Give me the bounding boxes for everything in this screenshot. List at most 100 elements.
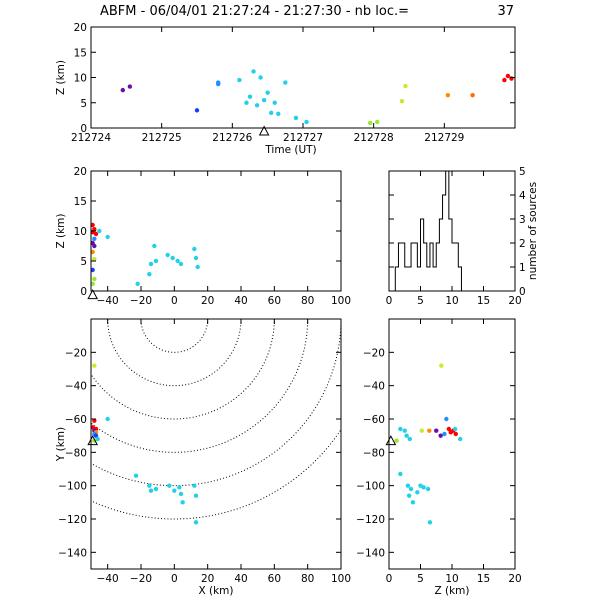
- y-tick-label: −80: [65, 447, 87, 459]
- source-point: [175, 258, 180, 264]
- x-tick-label: 20: [508, 295, 521, 307]
- source-point: [90, 281, 95, 286]
- source-point: [406, 493, 412, 498]
- source-point: [457, 436, 463, 442]
- x-tick-label: −20: [130, 573, 152, 585]
- source-point: [192, 483, 197, 488]
- source-point: [244, 100, 249, 105]
- source-point: [439, 363, 444, 368]
- source-point: [505, 73, 511, 79]
- station-marker: [258, 125, 270, 136]
- source-point: [247, 94, 253, 99]
- x-tick-label: 0: [171, 295, 178, 307]
- source-point: [178, 491, 184, 497]
- source-point: [407, 436, 412, 442]
- source-point: [167, 483, 172, 488]
- y-tick-label: −140: [356, 547, 385, 559]
- source-point: [148, 261, 154, 267]
- source-point: [92, 257, 97, 262]
- x-tick-label: 5: [417, 573, 424, 585]
- source-point: [442, 431, 447, 437]
- y-tick-label: 1: [519, 262, 526, 274]
- source-point: [148, 488, 154, 493]
- x-tick-label: −40: [97, 573, 119, 585]
- x-tick-label: 20: [201, 295, 214, 307]
- y-tick-label: −20: [363, 347, 385, 359]
- x-tick-label: 212728: [354, 132, 394, 144]
- source-point: [509, 76, 514, 81]
- y-tick-label: 4: [519, 190, 526, 202]
- y-tick-label: −120: [58, 514, 87, 526]
- source-point: [147, 483, 152, 488]
- zy-projection-panel: 0 5 10 15 20 −140 −120 −100 −80 −60 −40 −20 Z (km): [356, 318, 522, 597]
- source-point: [283, 80, 288, 85]
- source-point: [258, 75, 263, 80]
- y-tick-label: 2: [519, 238, 526, 250]
- source-point: [470, 92, 475, 98]
- source-point: [410, 500, 416, 505]
- x-tick-label: 40: [234, 573, 247, 585]
- y-tick-label: 5: [80, 256, 87, 268]
- y-tick-label: 15: [74, 47, 87, 59]
- x-tick-label: 0: [171, 573, 178, 585]
- source-point: [92, 236, 97, 241]
- y-tick-label: −100: [58, 481, 87, 493]
- source-point: [444, 416, 449, 422]
- y-tick-label: 10: [74, 73, 87, 85]
- source-point: [177, 485, 182, 490]
- xz-projection-panel: −40 −20 0 20 40 60 80 100 0 5 10 15 20 Z (km): [55, 166, 351, 307]
- x-tick-label: 15: [477, 573, 490, 585]
- x-tick-label: −40: [97, 295, 119, 307]
- source-point: [398, 426, 403, 432]
- source-point: [265, 90, 270, 95]
- source-point: [147, 272, 152, 277]
- source-point: [170, 255, 175, 261]
- x-tick-label: 5: [417, 295, 424, 307]
- source-point: [421, 485, 426, 490]
- source-point: [152, 243, 157, 249]
- source-point: [93, 231, 99, 237]
- y-axis-label: Z (km): [55, 60, 67, 95]
- y-tick-label: 5: [80, 98, 87, 110]
- x-axis-label: Z (km): [434, 585, 469, 597]
- source-point: [172, 488, 177, 493]
- y-tick-label: 20: [74, 166, 87, 178]
- source-point: [394, 438, 399, 443]
- y-tick-label: 5: [519, 166, 526, 178]
- source-point: [105, 234, 110, 240]
- y-tick-label: −80: [363, 447, 385, 459]
- source-point: [194, 108, 200, 113]
- source-point: [165, 252, 170, 258]
- source-point: [446, 426, 452, 432]
- station-marker: [87, 289, 98, 300]
- source-point: [404, 433, 409, 438]
- source-point: [97, 228, 102, 234]
- y-axis-label: number of sources: [527, 182, 539, 280]
- source-point: [90, 222, 95, 228]
- x-tick-label: 10: [445, 295, 458, 307]
- source-point: [453, 431, 458, 437]
- source-point: [133, 473, 139, 478]
- x-tick-label: 100: [331, 295, 351, 307]
- source-point: [90, 249, 95, 255]
- plot-frame: [90, 318, 342, 570]
- source-point: [402, 428, 407, 433]
- range-ring: [91, 428, 341, 520]
- source-point: [193, 520, 199, 525]
- source-point: [403, 83, 408, 89]
- source-point: [427, 428, 432, 433]
- histogram-step-line: [394, 170, 462, 291]
- source-point: [438, 433, 443, 438]
- station-marker: [87, 435, 98, 446]
- source-point: [93, 433, 99, 438]
- source-point: [92, 276, 97, 282]
- x-tick-label: −20: [130, 295, 152, 307]
- time-height-panel: 212724 212725 212726 212727 212728 212729 0 5 10…: [55, 22, 516, 156]
- x-tick-label: 212725: [142, 132, 182, 144]
- x-tick-label: 60: [268, 295, 281, 307]
- source-point: [405, 483, 411, 488]
- source-point: [90, 425, 95, 430]
- source-point: [193, 493, 199, 498]
- source-point: [92, 363, 97, 368]
